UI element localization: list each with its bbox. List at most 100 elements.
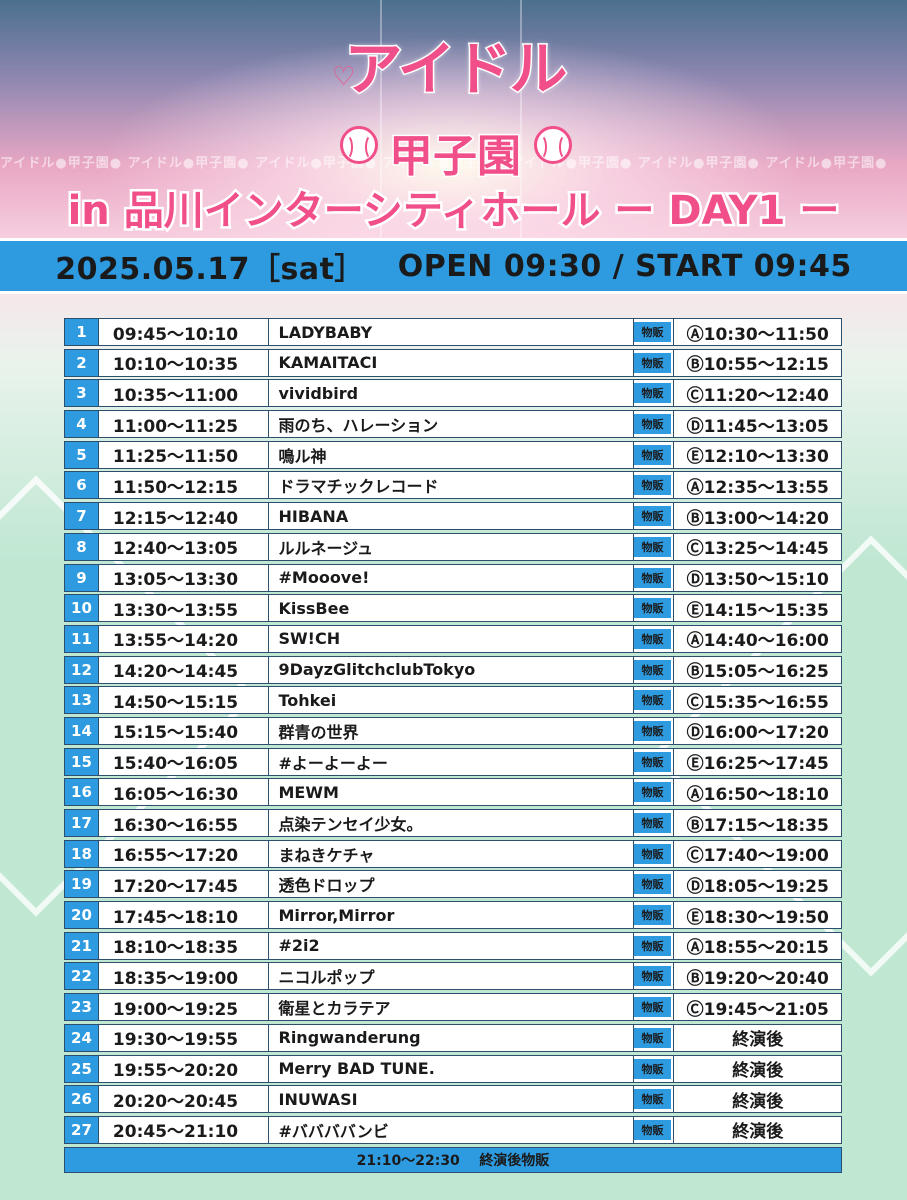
event-date: 2025.05.17［sat］ (55, 252, 365, 287)
artist-name: ドラマチックレコード (269, 472, 634, 499)
table-row: 1 09:45〜10:10 LADYBABY 物販 Ⓐ10:30〜11:50 (64, 318, 842, 346)
merch-tag: 物販 (633, 383, 672, 404)
table-row: 19 17:20〜17:45 透色ドロップ 物販 Ⓓ18:05〜19:25 (64, 870, 842, 899)
slot-number: 1 (65, 319, 99, 345)
performance-time: 12:15〜12:40 (99, 503, 269, 530)
artist-name: KAMAITACI (269, 349, 634, 376)
performance-time: 19:00〜19:25 (99, 994, 269, 1021)
heart-icon: ♡ (332, 62, 356, 92)
merch-tag: 物販 (633, 536, 672, 557)
artist-name: #Mooove! (269, 564, 634, 591)
merch-tag: 物販 (633, 506, 672, 527)
merch-time: 終演後 (673, 1055, 841, 1082)
merch-time: Ⓔ18:30〜19:50 (673, 902, 841, 929)
merch-tag: 物販 (633, 720, 672, 741)
merch-time: Ⓓ16:00〜17:20 (673, 717, 841, 744)
merch-time: Ⓑ10:55〜12:15 (673, 349, 841, 376)
slot-number: 25 (65, 1055, 99, 1082)
slot-number: 18 (65, 840, 99, 867)
artist-name: SW!CH (269, 625, 634, 652)
merch-time: Ⓒ19:45〜21:05 (673, 994, 841, 1021)
artist-name: 9DayzGlitchclubTokyo (269, 656, 634, 683)
merch-tag: 物販 (633, 1027, 672, 1048)
light-beam (380, 0, 382, 300)
table-row: 7 12:15〜12:40 HIBANA 物販 Ⓑ13:00〜14:20 (64, 502, 842, 531)
merch-time: Ⓒ15:35〜16:55 (673, 687, 841, 714)
artist-name: #よーよーよー (269, 748, 634, 775)
merch-tag: 物販 (633, 966, 672, 987)
merch-time: Ⓔ14:15〜15:35 (673, 595, 841, 622)
merch-tag: 物販 (633, 444, 672, 465)
merch-tag: 物販 (633, 628, 672, 649)
table-row: 10 13:30〜13:55 KissBee 物販 Ⓔ14:15〜15:35 (64, 594, 842, 623)
artist-name: まねきケチャ (269, 840, 634, 867)
logo-line2: 甲子園 (388, 130, 523, 184)
merch-time: Ⓑ15:05〜16:25 (673, 656, 841, 683)
merch-tag: 物販 (633, 1058, 672, 1079)
table-row: 8 12:40〜13:05 ルルネージュ 物販 Ⓒ13:25〜14:45 (64, 532, 842, 561)
artist-name: Mirror,Mirror (269, 902, 634, 929)
performance-time: 17:45〜18:10 (99, 902, 269, 929)
table-row: 24 19:30〜19:55 Ringwanderung 物販 終演後 (64, 1023, 842, 1052)
table-row: 11 13:55〜14:20 SW!CH 物販 Ⓐ14:40〜16:00 (64, 624, 842, 653)
slot-number: 15 (65, 748, 99, 775)
merch-tag: 物販 (633, 843, 672, 864)
performance-time: 19:30〜19:55 (99, 1024, 269, 1051)
performance-time: 13:55〜14:20 (99, 625, 269, 652)
merch-time: Ⓒ11:20〜12:40 (673, 380, 841, 407)
merch-tag: 物販 (633, 751, 672, 772)
merch-time: Ⓓ18:05〜19:25 (673, 871, 841, 898)
performance-time: 16:55〜17:20 (99, 840, 269, 867)
logo-ticker: アイドル●甲子園● アイドル●甲子園● アイドル●甲子園● アイドル●甲子園● … (0, 156, 888, 171)
merch-tag: 物販 (633, 1119, 672, 1140)
table-row: 15 15:40〜16:05 #よーよーよー 物販 Ⓔ16:25〜17:45 (64, 747, 842, 776)
merch-tag: 物販 (633, 598, 672, 619)
artist-name: Merry BAD TUNE. (269, 1055, 634, 1082)
merch-tag: 物販 (633, 475, 672, 496)
artist-name: HIBANA (269, 503, 634, 530)
performance-time: 11:00〜11:25 (99, 411, 269, 438)
table-row: 3 10:35〜11:00 vividbird 物販 Ⓒ11:20〜12:40 (64, 379, 842, 408)
artist-name: 透色ドロップ (269, 871, 634, 898)
performance-time: 10:35〜11:00 (99, 380, 269, 407)
merch-time: Ⓒ13:25〜14:45 (673, 533, 841, 560)
merch-tag: 物販 (633, 782, 672, 803)
artist-name: #ババババンビ (269, 1116, 634, 1143)
merch-time: Ⓓ11:45〜13:05 (673, 411, 841, 438)
slot-number: 12 (65, 656, 99, 683)
merch-time: Ⓐ14:40〜16:00 (673, 625, 841, 652)
performance-time: 18:10〜18:35 (99, 932, 269, 959)
table-row: 20 17:45〜18:10 Mirror,Mirror 物販 Ⓔ18:30〜19:50 (64, 901, 842, 930)
performance-time: 17:20〜17:45 (99, 871, 269, 898)
slot-number: 26 (65, 1086, 99, 1113)
table-row: 25 19:55〜20:20 Merry BAD TUNE. 物販 終演後 (64, 1054, 842, 1083)
after-show-merch-time: 21:10〜22:30 (356, 1152, 460, 1169)
slot-number: 21 (65, 932, 99, 959)
performance-time: 16:30〜16:55 (99, 810, 269, 836)
artist-name: vividbird (269, 380, 634, 407)
date-band: 2025.05.17［sat］ OPEN 09:30 / START 09:45 (0, 238, 907, 294)
performance-time: 19:55〜20:20 (99, 1055, 269, 1082)
merch-tag: 物販 (633, 352, 672, 373)
performance-time: 18:35〜19:00 (99, 963, 269, 990)
after-show-merch-row: 21:10〜22:30 終演後物販 (64, 1146, 842, 1173)
timetable: 1 09:45〜10:10 LADYBABY 物販 Ⓐ10:30〜11:50 2 10:10… (64, 318, 842, 1173)
merch-tag: 物販 (633, 690, 672, 711)
slot-number: 2 (65, 349, 99, 376)
performance-time: 16:05〜16:30 (99, 779, 269, 806)
artist-name: 雨のち、ハレーション (269, 411, 634, 438)
performance-time: 15:15〜15:40 (99, 717, 269, 744)
slot-number: 14 (65, 717, 99, 744)
merch-time: 終演後 (673, 1024, 841, 1051)
table-row: 5 11:25〜11:50 鳴ル神 物販 Ⓔ12:10〜13:30 (64, 440, 842, 469)
artist-name: 衛星とカラテア (269, 994, 634, 1021)
slot-number: 5 (65, 441, 99, 468)
merch-time: Ⓑ13:00〜14:20 (673, 503, 841, 530)
slot-number: 23 (65, 994, 99, 1021)
table-row: 14 15:15〜15:40 群青の世界 物販 Ⓓ16:00〜17:20 (64, 716, 842, 745)
artist-name: Ringwanderung (269, 1024, 634, 1051)
slot-number: 24 (65, 1024, 99, 1051)
logo-line1: アイドル (343, 34, 569, 105)
merch-time: 終演後 (673, 1116, 841, 1143)
merch-time: Ⓔ16:25〜17:45 (673, 748, 841, 775)
